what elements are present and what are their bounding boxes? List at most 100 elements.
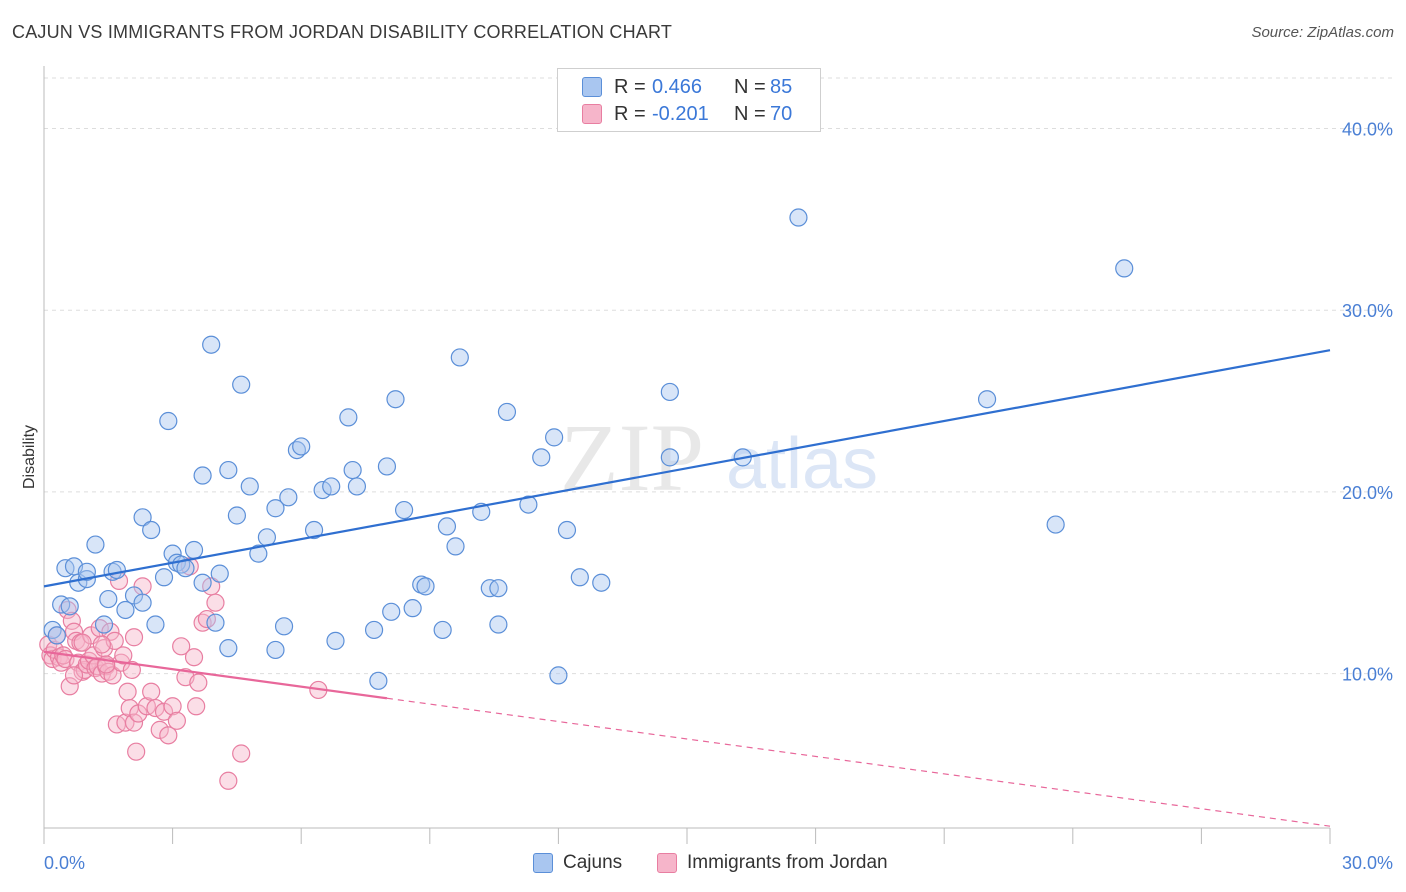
bottom-legend-label-jordan: Immigrants from Jordan <box>687 852 888 873</box>
legend-n-label: N = <box>734 75 766 98</box>
data-point-cajuns <box>266 640 285 660</box>
data-point-cajuns <box>304 520 324 540</box>
data-point-cajuns <box>382 602 401 621</box>
data-point-cajuns <box>977 390 997 409</box>
data-point-cajuns <box>437 517 457 536</box>
data-point-jordan <box>122 660 141 680</box>
data-point-cajuns <box>394 500 414 520</box>
data-point-jordan <box>124 713 144 732</box>
data-point-jordan <box>64 666 84 685</box>
y-tick-label: 40.0% <box>1342 120 1393 140</box>
legend-r-value: -0.201 <box>652 102 709 125</box>
trend-line-jordan-extrapolated <box>386 697 1331 827</box>
data-point-jordan <box>184 648 204 667</box>
data-point-cajuns <box>386 390 405 409</box>
data-point-jordan <box>187 697 206 716</box>
data-point-cajuns <box>433 620 452 640</box>
bottom-legend-cajuns: Cajuns <box>533 852 622 874</box>
data-point-cajuns <box>107 560 126 580</box>
legend-row-jordan: R = -0.201 N = 70 <box>582 102 792 126</box>
trend-line-cajuns <box>43 349 1331 588</box>
data-point-cajuns <box>219 639 238 658</box>
data-point-cajuns <box>1115 259 1134 278</box>
data-point-cajuns <box>210 564 229 583</box>
data-point-cajuns <box>240 477 259 496</box>
axes <box>43 66 1331 844</box>
y-tick-label: 20.0% <box>1342 483 1393 503</box>
data-point-cajuns <box>377 457 397 476</box>
data-point-cajuns <box>77 562 96 581</box>
data-point-cajuns <box>184 540 204 560</box>
data-point-cajuns <box>142 520 161 540</box>
x-tick-label-max: 30.0% <box>1342 853 1393 873</box>
data-point-jordan <box>118 682 137 701</box>
data-point-cajuns <box>660 448 679 467</box>
legend-r-label: R = <box>614 102 646 125</box>
data-point-jordan <box>103 666 122 685</box>
data-point-jordan <box>189 673 208 692</box>
data-point-cajuns <box>489 615 508 634</box>
data-point-cajuns <box>339 408 358 427</box>
data-point-cajuns <box>549 666 568 685</box>
series-cajuns-points <box>43 208 1134 690</box>
y-tick-labels: 10.0% 20.0% 30.0% 40.0% <box>1342 120 1393 685</box>
watermark: ZIP atlas <box>560 404 878 511</box>
data-point-cajuns <box>47 626 66 645</box>
legend-n-label: N = <box>734 102 766 125</box>
data-point-cajuns <box>133 508 152 527</box>
data-point-cajuns <box>86 535 105 554</box>
data-point-cajuns <box>249 544 268 563</box>
data-point-cajuns <box>202 335 221 354</box>
data-point-cajuns <box>116 600 135 620</box>
data-point-jordan <box>172 637 191 656</box>
data-point-cajuns <box>789 208 808 227</box>
data-point-cajuns <box>219 460 238 480</box>
data-point-cajuns <box>450 348 469 367</box>
legend-n-value: 85 <box>770 75 793 98</box>
legend-n-value: 70 <box>770 102 793 125</box>
source-credit: Source: ZipAtlas.com <box>1251 24 1394 41</box>
data-point-cajuns <box>519 495 538 514</box>
legend-r-label: R = <box>614 75 646 98</box>
data-point-cajuns <box>660 382 679 402</box>
legend-swatch-jordan <box>582 104 602 124</box>
legend-swatch-cajuns <box>582 77 602 97</box>
trend-line-jordan <box>43 650 388 700</box>
data-point-jordan <box>62 611 81 630</box>
data-point-cajuns <box>532 448 551 467</box>
data-point-cajuns <box>292 437 311 456</box>
data-point-jordan <box>219 771 238 790</box>
data-point-jordan <box>127 742 146 761</box>
data-point-cajuns <box>159 411 178 431</box>
data-point-cajuns <box>416 577 435 596</box>
data-point-cajuns <box>570 568 589 587</box>
data-point-cajuns <box>322 477 341 496</box>
data-point-cajuns <box>193 573 212 592</box>
legend-row-cajuns: R = 0.466 N = 85 <box>582 75 792 99</box>
data-point-cajuns <box>206 613 225 632</box>
data-point-cajuns <box>94 615 114 634</box>
data-point-jordan <box>124 628 144 647</box>
y-axis-label: Disability <box>21 425 38 489</box>
data-point-jordan <box>101 622 120 641</box>
y-tick-label: 10.0% <box>1342 665 1393 685</box>
data-point-jordan <box>73 633 92 652</box>
data-point-cajuns <box>146 615 165 634</box>
data-point-cajuns <box>227 506 246 525</box>
data-point-cajuns <box>60 597 79 616</box>
data-point-cajuns <box>545 428 564 447</box>
data-point-jordan <box>167 711 186 730</box>
data-point-cajuns <box>274 617 294 636</box>
data-point-jordan <box>114 646 133 665</box>
chart-title: CAJUN VS IMMIGRANTS FROM JORDAN DISABILI… <box>12 22 673 42</box>
data-point-jordan <box>232 744 251 763</box>
correlation-legend: R = 0.466 N = 85 R = -0.201 N = 70 <box>557 68 821 132</box>
data-point-jordan <box>142 682 161 701</box>
watermark-zip: ZIP <box>560 404 704 511</box>
bottom-legend-jordan: Immigrants from Jordan <box>657 852 888 874</box>
data-point-cajuns <box>403 599 422 618</box>
data-point-cajuns <box>364 620 384 640</box>
bottom-legend-swatch-cajuns <box>533 853 553 873</box>
data-point-jordan <box>60 677 79 696</box>
